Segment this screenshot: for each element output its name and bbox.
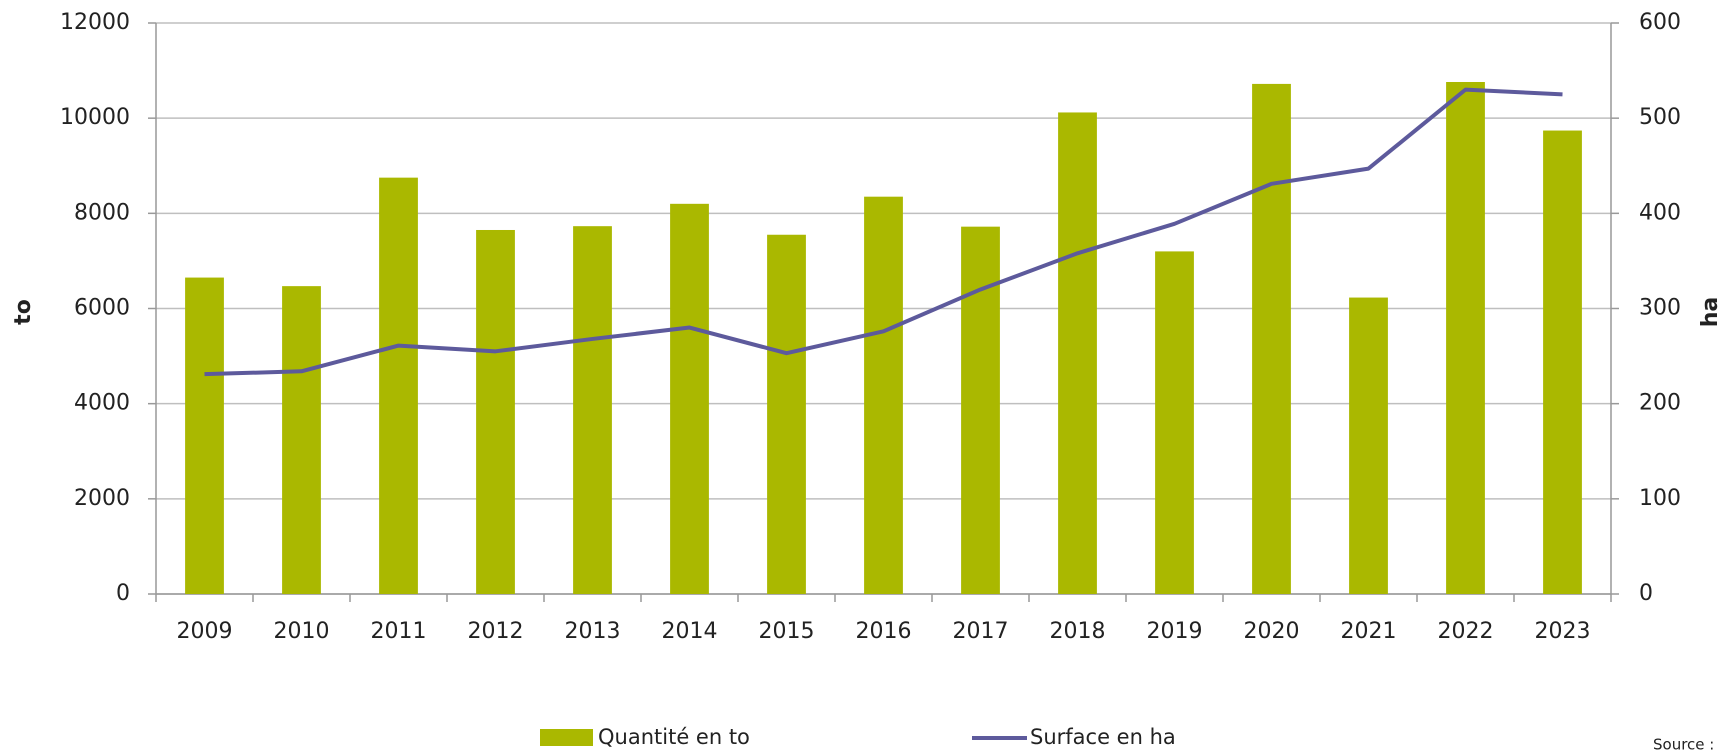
x-tick-label: 2020 bbox=[1244, 619, 1300, 644]
bar bbox=[282, 286, 321, 594]
bar bbox=[476, 229, 515, 595]
y-tick-label: 2000 bbox=[74, 486, 130, 511]
x-tick-label: 2023 bbox=[1535, 619, 1591, 644]
bar bbox=[1543, 130, 1582, 594]
x-tick-label: 2013 bbox=[565, 619, 621, 644]
legend-label: Surface en ha bbox=[1030, 725, 1176, 749]
y2-tick-label: 300 bbox=[1639, 296, 1681, 321]
y2-tick-label: 400 bbox=[1639, 200, 1681, 225]
x-tick-label: 2012 bbox=[468, 619, 524, 644]
bar bbox=[767, 234, 806, 594]
y-tick-label: 0 bbox=[116, 581, 130, 606]
x-tick-label: 2011 bbox=[371, 619, 427, 644]
bar bbox=[961, 226, 1000, 594]
bar bbox=[573, 226, 612, 594]
y2-tick-label: 0 bbox=[1639, 581, 1653, 606]
y2-axis-title: ha bbox=[1698, 297, 1723, 328]
x-tick-label: 2010 bbox=[274, 619, 330, 644]
y2-tick-label: 500 bbox=[1639, 105, 1681, 130]
bar bbox=[864, 196, 903, 594]
y-tick-label: 10000 bbox=[60, 105, 130, 130]
x-tick-label: 2015 bbox=[759, 619, 815, 644]
y-tick-label: 8000 bbox=[74, 200, 130, 225]
bar bbox=[1349, 297, 1388, 594]
bar bbox=[1446, 82, 1485, 595]
bar bbox=[1155, 251, 1194, 594]
y-tick-label: 6000 bbox=[74, 296, 130, 321]
bar bbox=[185, 277, 224, 594]
x-tick-label: 2021 bbox=[1341, 619, 1397, 644]
bar bbox=[1252, 83, 1291, 594]
bar bbox=[670, 203, 709, 595]
legend-label: Quantité en to bbox=[598, 725, 750, 749]
line bbox=[204, 87, 1563, 377]
y2-tick-label: 200 bbox=[1639, 391, 1681, 416]
x-tick-label: 2019 bbox=[1147, 619, 1203, 644]
x-tick-label: 2014 bbox=[662, 619, 718, 644]
bar bbox=[379, 177, 418, 595]
x-tick-label: 2018 bbox=[1050, 619, 1106, 644]
source: Source : bbox=[1653, 736, 1714, 751]
y-tick-label: 4000 bbox=[74, 391, 130, 416]
x-tick-label: 2017 bbox=[953, 619, 1009, 644]
x-tick-label: 2009 bbox=[177, 619, 233, 644]
bar bbox=[1058, 112, 1097, 594]
y2-tick-label: 600 bbox=[1639, 10, 1681, 35]
legend-swatch bbox=[540, 729, 593, 746]
y-tick-label: 12000 bbox=[60, 10, 130, 35]
y-axis-title: to bbox=[11, 299, 36, 325]
x-tick-label: 2016 bbox=[856, 619, 912, 644]
y2-tick-label: 100 bbox=[1639, 486, 1681, 511]
x-tick-label: 2022 bbox=[1438, 619, 1494, 644]
